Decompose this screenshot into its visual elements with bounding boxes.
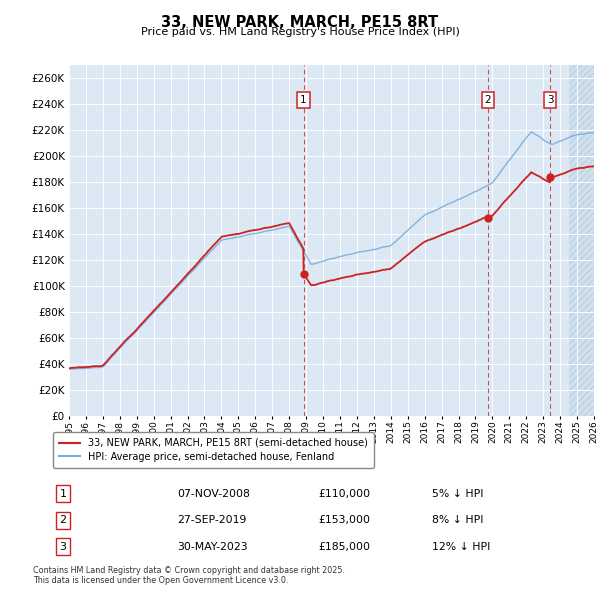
- Text: 33, NEW PARK, MARCH, PE15 8RT: 33, NEW PARK, MARCH, PE15 8RT: [161, 15, 439, 30]
- Text: 2: 2: [485, 95, 491, 105]
- Text: 5% ↓ HPI: 5% ↓ HPI: [432, 489, 484, 499]
- Text: Price paid vs. HM Land Registry's House Price Index (HPI): Price paid vs. HM Land Registry's House …: [140, 27, 460, 37]
- Text: 3: 3: [59, 542, 67, 552]
- Polygon shape: [569, 65, 594, 416]
- Text: £110,000: £110,000: [318, 489, 370, 499]
- Text: 30-MAY-2023: 30-MAY-2023: [177, 542, 248, 552]
- Text: Contains HM Land Registry data © Crown copyright and database right 2025.
This d: Contains HM Land Registry data © Crown c…: [33, 566, 345, 585]
- Text: £185,000: £185,000: [318, 542, 370, 552]
- Text: 27-SEP-2019: 27-SEP-2019: [177, 516, 247, 525]
- Text: 12% ↓ HPI: 12% ↓ HPI: [432, 542, 490, 552]
- Text: £153,000: £153,000: [318, 516, 370, 525]
- Legend: 33, NEW PARK, MARCH, PE15 8RT (semi-detached house), HPI: Average price, semi-de: 33, NEW PARK, MARCH, PE15 8RT (semi-deta…: [53, 432, 374, 468]
- Text: 07-NOV-2008: 07-NOV-2008: [177, 489, 250, 499]
- Text: 3: 3: [547, 95, 553, 105]
- Text: 8% ↓ HPI: 8% ↓ HPI: [432, 516, 484, 525]
- Text: 1: 1: [59, 489, 67, 499]
- Text: 2: 2: [59, 516, 67, 525]
- Text: 1: 1: [300, 95, 307, 105]
